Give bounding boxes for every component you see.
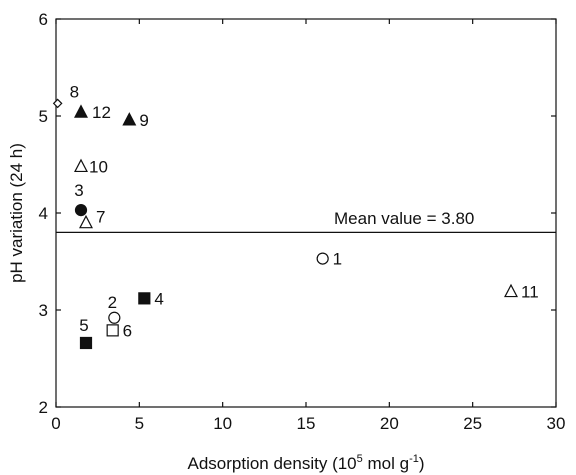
data-point-label-12: 12 xyxy=(92,103,111,122)
mean-value-annotation: Mean value = 3.80 xyxy=(334,209,474,228)
data-point-label-11: 11 xyxy=(521,283,539,302)
data-point-label-8: 8 xyxy=(70,82,79,101)
data-point-10 xyxy=(74,158,88,173)
data-point-1 xyxy=(316,252,329,265)
data-point-label-9: 9 xyxy=(139,111,148,130)
y-tick-label: 6 xyxy=(39,10,48,29)
data-point-2 xyxy=(108,311,121,324)
x-tick-label: 30 xyxy=(547,414,566,433)
data-point-7 xyxy=(79,214,93,229)
x-axis-label-sup1: 5 xyxy=(357,453,363,465)
y-tick-label: 2 xyxy=(39,398,48,417)
data-point-label-6: 6 xyxy=(123,321,132,340)
data-point-label-7: 7 xyxy=(96,208,105,227)
data-point-6 xyxy=(106,324,119,337)
x-tick-label: 25 xyxy=(463,414,482,433)
data-point-11 xyxy=(504,283,518,298)
y-tick-label: 4 xyxy=(39,204,48,223)
data-point-4 xyxy=(138,292,151,305)
data-point-5 xyxy=(79,336,93,350)
data-point-label-10: 10 xyxy=(89,157,108,176)
data-point-3 xyxy=(74,203,88,217)
x-axis-label-close: ) xyxy=(419,454,425,473)
y-tick-label: 3 xyxy=(39,301,48,320)
data-point-8 xyxy=(52,98,63,109)
data-point-label-4: 4 xyxy=(154,289,163,308)
x-axis-label: Adsorption density (105 mol g-1) xyxy=(187,453,424,473)
x-axis-label-sup2: -1 xyxy=(409,453,419,465)
data-point-label-1: 1 xyxy=(333,250,342,269)
y-tick-label: 5 xyxy=(39,107,48,126)
y-axis-label: pH variation (24 h) xyxy=(7,143,26,283)
x-tick-label: 20 xyxy=(380,414,399,433)
x-tick-label: 15 xyxy=(297,414,316,433)
x-tick-label: 10 xyxy=(213,414,232,433)
plot-frame xyxy=(55,18,557,408)
data-point-label-3: 3 xyxy=(74,181,83,200)
x-tick-label: 0 xyxy=(51,414,60,433)
data-point-label-2: 2 xyxy=(108,293,117,312)
x-tick-label: 5 xyxy=(135,414,144,433)
x-axis-label-unit: mol g xyxy=(363,454,409,473)
data-point-label-5: 5 xyxy=(79,316,88,335)
data-point-12 xyxy=(74,104,88,118)
data-point-9 xyxy=(122,112,137,126)
